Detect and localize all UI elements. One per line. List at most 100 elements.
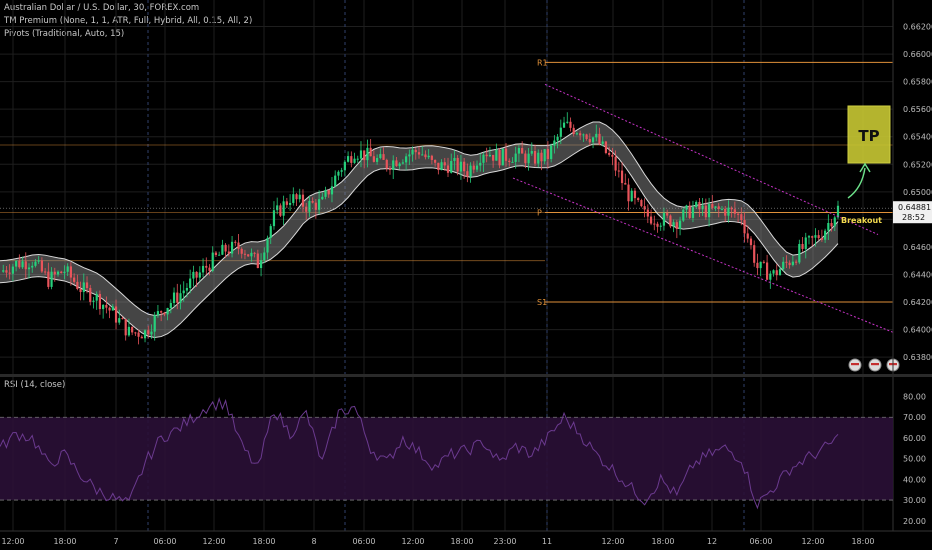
candle-body bbox=[359, 150, 363, 159]
candle-body bbox=[730, 207, 733, 210]
candle-body bbox=[759, 261, 762, 269]
candle-body bbox=[785, 261, 788, 263]
candle-body bbox=[140, 336, 143, 339]
candle-body bbox=[717, 206, 720, 209]
candle-body bbox=[756, 262, 759, 269]
candle-body bbox=[562, 122, 566, 128]
time-tick-label: 06:00 bbox=[153, 537, 176, 546]
candle-body bbox=[327, 190, 330, 195]
candle-body bbox=[311, 201, 314, 203]
candle-body bbox=[630, 190, 633, 202]
candle-body bbox=[92, 300, 95, 302]
candle-body bbox=[247, 254, 250, 257]
candle-body bbox=[640, 200, 643, 207]
time-tick-label: 7 bbox=[113, 537, 118, 546]
candle-body bbox=[743, 220, 746, 234]
candle-body bbox=[440, 162, 443, 171]
candle-body bbox=[56, 271, 60, 275]
candle-body bbox=[446, 165, 450, 173]
candle-body bbox=[798, 243, 801, 263]
candle-body bbox=[827, 223, 830, 231]
candle-body bbox=[553, 140, 556, 146]
candle-body bbox=[524, 153, 527, 164]
time-tick-label: 12:00 bbox=[1, 537, 24, 546]
candle-body bbox=[504, 148, 508, 161]
candle-body bbox=[256, 253, 259, 269]
candle-body bbox=[98, 293, 102, 310]
time-tick-label: 12:00 bbox=[601, 537, 624, 546]
candle-body bbox=[627, 184, 630, 202]
rsi-tick-label: 30.00 bbox=[903, 496, 926, 505]
candle-body bbox=[295, 194, 298, 200]
candle-body bbox=[366, 147, 369, 161]
candle-body bbox=[334, 175, 337, 187]
candle-body bbox=[234, 241, 237, 243]
candle-body bbox=[282, 201, 285, 216]
candle-body bbox=[82, 282, 85, 293]
candle-body bbox=[469, 165, 472, 177]
candle-body bbox=[824, 230, 827, 240]
candle-body bbox=[385, 159, 388, 169]
candle-body bbox=[427, 155, 430, 158]
candle-body bbox=[237, 242, 240, 249]
time-tick-label: 18:00 bbox=[252, 537, 275, 546]
candle-body bbox=[160, 311, 163, 313]
candle-body bbox=[463, 161, 466, 172]
candle-body bbox=[527, 153, 530, 164]
candle-body bbox=[195, 271, 198, 278]
candle-body bbox=[69, 266, 73, 278]
candle-body bbox=[8, 272, 11, 274]
candle-body bbox=[53, 271, 56, 275]
candle-body bbox=[5, 270, 8, 273]
candle-body bbox=[498, 149, 501, 166]
candle-body bbox=[765, 262, 769, 280]
candle-body bbox=[701, 205, 704, 210]
candle-body bbox=[60, 271, 63, 274]
candle-body bbox=[147, 330, 150, 335]
candle-body bbox=[511, 161, 514, 163]
candle-body bbox=[346, 156, 350, 162]
candle-body bbox=[63, 271, 66, 274]
candle-body bbox=[414, 149, 417, 153]
rsi-tick-label: 50.00 bbox=[903, 455, 926, 464]
candle-body bbox=[746, 233, 749, 239]
candle-body bbox=[830, 223, 833, 227]
candle-body bbox=[369, 147, 372, 157]
candle-body bbox=[166, 308, 169, 315]
tp-label: TP bbox=[858, 127, 879, 145]
candle-body bbox=[614, 156, 617, 171]
candle-body bbox=[218, 254, 221, 256]
candle-body bbox=[540, 152, 543, 162]
candle-body bbox=[150, 331, 153, 335]
candle-body bbox=[804, 237, 807, 249]
candle-body bbox=[698, 201, 701, 210]
candle-body bbox=[817, 235, 820, 239]
candle-body bbox=[201, 265, 205, 273]
candle-body bbox=[833, 217, 836, 227]
candle-body bbox=[669, 215, 672, 227]
candle-body bbox=[276, 205, 279, 211]
candle-body bbox=[749, 238, 753, 246]
candle-body bbox=[356, 158, 359, 160]
indicator-tm-premium: TM Premium (None, 1, 1, ATR, Full, Hybri… bbox=[4, 16, 253, 26]
candle-body bbox=[514, 153, 517, 162]
pivot-label-r1: R1 bbox=[537, 58, 548, 67]
candle-body bbox=[21, 261, 24, 268]
time-tick-label: 18:00 bbox=[651, 537, 674, 546]
candle-body bbox=[102, 304, 105, 310]
candle-body bbox=[105, 304, 108, 308]
candle-body bbox=[775, 270, 778, 276]
candle-body bbox=[137, 332, 140, 337]
candle-body bbox=[205, 265, 208, 268]
candle-body bbox=[401, 162, 404, 164]
candle-body bbox=[611, 154, 614, 157]
current-price-tag bbox=[893, 201, 932, 224]
time-tick-label: 8 bbox=[311, 537, 316, 546]
candle-body bbox=[182, 290, 185, 294]
candle-body bbox=[114, 306, 118, 323]
